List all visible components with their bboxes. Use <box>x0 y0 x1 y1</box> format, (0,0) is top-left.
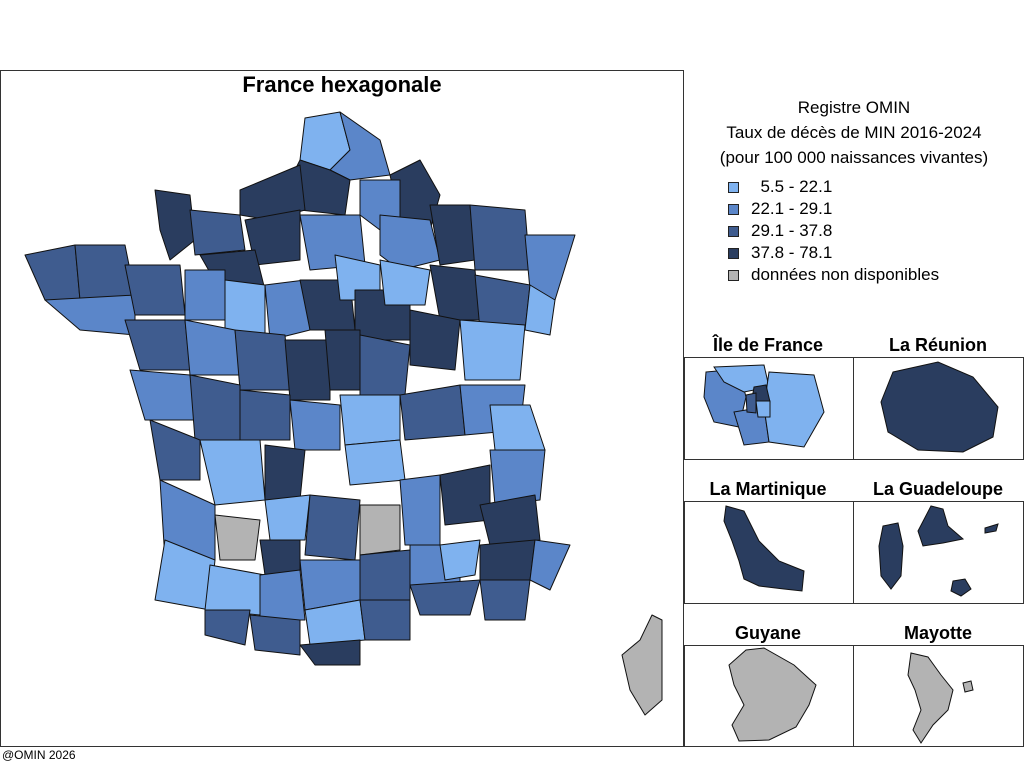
dept-sw-12 <box>259 569 306 621</box>
france-map <box>24 111 663 716</box>
legend-line-3: (pour 100 000 naissances vivantes) <box>719 148 989 167</box>
dept-sw-5 <box>199 439 266 506</box>
dept-se-13 <box>359 599 411 641</box>
basse-terre <box>878 522 904 590</box>
la-desirade <box>984 523 999 534</box>
petite-terre-mayotte <box>962 680 974 693</box>
legend-line-2: Taux de décès de MIN 2016-2024 <box>726 123 982 142</box>
legend-line-1: Registre OMIN <box>797 98 911 117</box>
dept-pdl-2 <box>224 279 266 336</box>
dept-cs-12 <box>299 639 361 666</box>
inset-title-la-guadeloupe: La Guadeloupe <box>872 479 1004 499</box>
grande-terre-mayotte <box>907 652 954 744</box>
dept-sw-11 <box>204 609 251 646</box>
marie-galante <box>950 578 972 597</box>
legend-label: 37.8 - 78.1 <box>751 243 833 262</box>
dept-cs-4 <box>344 439 406 486</box>
inset-title-la-reunion: La Réunion <box>889 335 987 355</box>
dept-east-8 <box>524 284 556 336</box>
footer-credit: @OMIN 2026 <box>2 748 76 762</box>
martinique-island <box>723 505 805 592</box>
legend-swatch <box>728 181 739 193</box>
legend-item: 29.1 - 37.8 <box>728 220 939 242</box>
dept-cs-10 <box>359 549 411 601</box>
legend-swatch <box>728 247 739 259</box>
dept-se-5 <box>489 449 546 506</box>
dept-sw-4 <box>149 419 201 481</box>
dept-cs-5 <box>264 494 311 541</box>
guyane-map <box>728 647 817 742</box>
dept-se-3 <box>489 404 546 451</box>
dept-brittany-3 <box>44 294 136 336</box>
dept-east-5 <box>379 259 431 306</box>
dept-centre-7 <box>324 329 361 391</box>
dept-cs-3 <box>264 444 306 501</box>
dept-east-1 <box>379 214 441 271</box>
dept-sw-13 <box>249 614 301 656</box>
corsica <box>621 614 663 716</box>
dept-se-8 <box>439 539 481 581</box>
dept-brittany-4 <box>124 264 186 316</box>
dept-se-1 <box>399 384 466 441</box>
inset-title-guyane: Guyane <box>734 623 802 643</box>
legend-title: Registre OMIN Taux de décès de MIN 2016-… <box>684 95 1024 170</box>
dept-sw-9 <box>259 539 301 576</box>
dept-pdl-1 <box>184 269 226 321</box>
guyane-territory <box>728 647 817 742</box>
dept-sw-1 <box>129 369 201 421</box>
la-reunion-map <box>880 361 999 453</box>
la-guadeloupe-map <box>878 505 999 597</box>
dept-cs-7 <box>359 504 401 556</box>
dept-sw-10 <box>204 564 266 616</box>
dept-centre-5 <box>234 329 291 391</box>
legend-item: données non disponibles <box>728 264 939 286</box>
legend-item: 5.5 - 22.1 <box>728 176 939 198</box>
legend-label: 29.1 - 37.8 <box>751 221 833 240</box>
dept-sw-2 <box>189 374 241 441</box>
dept-sw-3 <box>239 389 291 441</box>
dept-cs-2 <box>339 394 401 446</box>
idf-dept-92 <box>745 392 757 414</box>
legend-item: 37.8 - 78.1 <box>728 242 939 264</box>
dept-normandy-3 <box>189 209 246 256</box>
dept-east-9 <box>409 309 461 371</box>
legend-swatch <box>728 203 739 215</box>
dept-centre-6 <box>284 339 331 401</box>
mayotte-map <box>907 652 974 744</box>
legend-label: 5.5 - 22.1 <box>751 177 833 196</box>
grande-terre <box>917 505 965 547</box>
dept-east-11 <box>359 334 411 396</box>
legend-label: 22.1 - 29.1 <box>751 199 833 218</box>
main-map-title: France hexagonale <box>242 72 442 97</box>
dept-sw-8 <box>214 514 261 561</box>
dept-cs-8 <box>399 474 441 546</box>
dept-se-6 <box>479 494 541 546</box>
legend-swatch <box>728 269 739 281</box>
legend-label: données non disponibles <box>751 265 940 284</box>
legend-item: 22.1 - 29.1 <box>728 198 939 220</box>
idf-dept-94 <box>755 400 771 418</box>
inset-title-ile-de-france: Île de France <box>712 335 824 355</box>
ile-de-france-map <box>703 364 825 448</box>
dept-se-9 <box>479 539 536 581</box>
dept-se-12 <box>479 579 531 621</box>
dept-cs-1 <box>289 399 341 451</box>
dept-east-10 <box>459 319 526 381</box>
inset-title-mayotte: Mayotte <box>903 623 972 643</box>
legend-swatch <box>728 225 739 237</box>
dept-normandy-2 <box>154 189 196 261</box>
dept-pdl-3 <box>124 319 191 371</box>
inset-title-la-martinique: La Martinique <box>709 479 827 499</box>
la-martinique-map <box>723 505 805 592</box>
dept-brittany-1 <box>24 244 81 301</box>
legend-items: 5.5 - 22.1 22.1 - 29.1 29.1 - 37.8 37.8 … <box>728 176 939 286</box>
idf-dept-77 <box>763 371 825 448</box>
dept-east-6 <box>429 264 481 321</box>
dept-cs-6 <box>304 494 361 561</box>
reunion-island <box>880 361 999 453</box>
dept-se-11 <box>409 579 481 616</box>
dept-se-10 <box>529 539 571 591</box>
dept-east-3 <box>469 204 531 271</box>
